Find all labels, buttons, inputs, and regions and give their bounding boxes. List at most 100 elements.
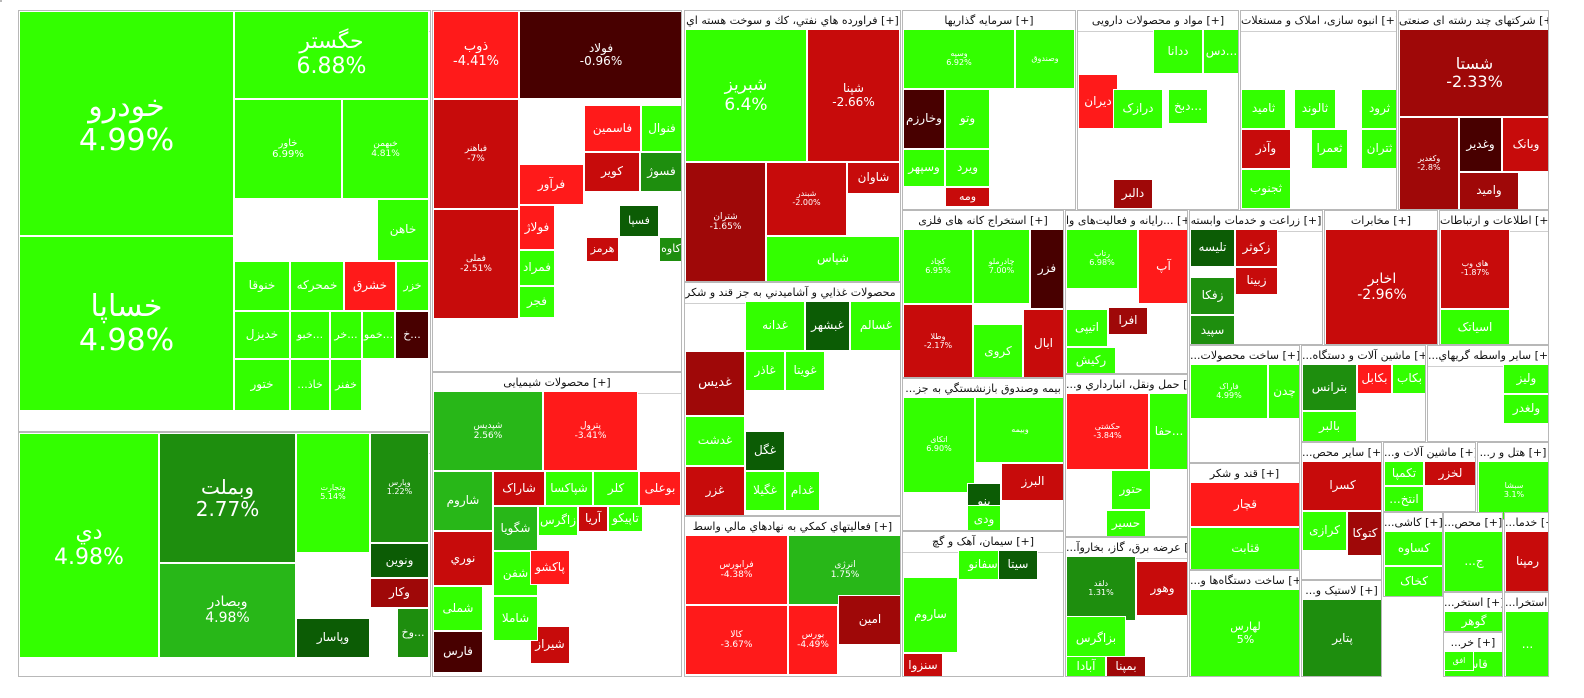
sector-title[interactable]: ...هتل و ر [+] — [1478, 443, 1548, 464]
stock-tile[interactable]: شاملا — [493, 596, 538, 641]
stock-tile[interactable]: وبصادر 4.98% — [159, 563, 296, 658]
stock-tile[interactable]: خزر — [396, 261, 429, 311]
sector-title[interactable]: فعاليتهاي كمكي به نهادهاي مالي واسط [+] — [685, 517, 900, 538]
stock-tile[interactable]: ولیز — [1503, 364, 1548, 394]
stock-tile[interactable]: قچار — [1190, 482, 1299, 527]
stock-tile[interactable]: وخ... — [397, 608, 429, 658]
stock-tile[interactable]: شملی — [433, 586, 483, 631]
stock-tile[interactable]: ثالوند — [1294, 89, 1336, 129]
stock-tile[interactable]: فاسمین — [584, 105, 641, 152]
stock-tile[interactable]: ددانا — [1153, 29, 1203, 74]
stock-tile[interactable]: اتیپی — [1066, 309, 1108, 347]
stock-tile[interactable]: زکوثر — [1235, 229, 1278, 267]
stock-tile[interactable]: کاوه — [659, 237, 681, 262]
stock-tile[interactable]: فولاژ — [519, 205, 555, 250]
stock-tile[interactable]: بورس -4.49% — [788, 605, 838, 675]
stock-tile[interactable]: شتران -1.65% — [685, 162, 766, 281]
stock-tile[interactable]: ویرد — [945, 149, 990, 187]
stock-tile[interactable]: ونوین — [370, 543, 429, 578]
stock-tile[interactable]: وبیمه — [975, 397, 1063, 463]
stock-tile[interactable]: امین — [838, 595, 900, 645]
stock-tile[interactable]: غبشهر — [805, 301, 850, 351]
stock-tile[interactable]: آپ — [1138, 229, 1187, 304]
sector-title[interactable]: ...کاشی [+] — [1384, 513, 1442, 534]
sector-title[interactable]: ...ساير واسطه گريهاي [+] — [1428, 346, 1548, 367]
stock-tile[interactable]: شاراک — [493, 471, 545, 506]
stock-tile[interactable]: غزر — [685, 466, 745, 515]
stock-tile[interactable]: خبهمن 4.81% — [342, 99, 429, 199]
stock-tile[interactable]: تکمپا — [1384, 461, 1424, 486]
stock-tile[interactable]: فسوژ — [640, 152, 681, 192]
stock-tile[interactable]: غديس — [685, 351, 745, 416]
stock-tile[interactable]: ...انتخ — [1384, 486, 1424, 511]
stock-tile[interactable]: ولغدر — [1503, 394, 1548, 424]
stock-tile[interactable]: دالبر — [1113, 179, 1153, 209]
stock-tile[interactable]: ومه — [945, 187, 990, 207]
stock-tile[interactable]: دبخ... — [1168, 89, 1208, 124]
stock-tile[interactable]: پاکشو — [530, 550, 570, 585]
stock-tile[interactable]: فمراد — [519, 250, 555, 286]
stock-tile[interactable]: ... — [1505, 611, 1548, 676]
stock-tile[interactable]: بوعلی — [639, 471, 681, 506]
stock-tile[interactable]: هرمز — [586, 237, 619, 262]
stock-tile[interactable]: اسیاتک — [1440, 309, 1510, 344]
stock-tile[interactable]: ختور — [234, 359, 290, 411]
sector-title[interactable]: ...ساخت محصولات [+] — [1190, 346, 1299, 367]
stock-tile[interactable]: حسیر — [1106, 510, 1146, 536]
stock-tile[interactable]: حتور — [1111, 470, 1151, 510]
stock-tile[interactable]: ثعمرا — [1311, 129, 1348, 169]
stock-tile[interactable]: پتایر — [1302, 599, 1381, 676]
stock-tile[interactable]: دي 4.98% — [19, 433, 159, 658]
stock-tile[interactable]: افق — [1444, 651, 1474, 671]
stock-tile[interactable]: فولاد -0.96% — [519, 11, 681, 99]
stock-tile[interactable]: بزاگرس — [1066, 616, 1126, 661]
stock-tile[interactable]: کتوکا — [1347, 511, 1381, 556]
stock-tile[interactable]: لهارس 5% — [1190, 589, 1299, 676]
stock-tile[interactable]: کرازی — [1302, 511, 1347, 551]
sector-title[interactable]: رایانه و فعالیت‌های وا... [+] — [1066, 211, 1187, 232]
stock-tile[interactable]: غدشت — [685, 416, 745, 466]
stock-tile[interactable]: وكار — [370, 578, 429, 608]
stock-tile[interactable]: شپدیس 2.56% — [433, 391, 543, 471]
stock-tile[interactable]: خر... — [330, 311, 362, 359]
stock-tile[interactable]: غگیلا — [745, 471, 785, 511]
stock-tile[interactable]: خودرو 4.99% — [19, 11, 234, 236]
stock-tile[interactable]: وهور — [1136, 561, 1187, 616]
sector-title[interactable]: مخابرات [+] — [1325, 211, 1437, 232]
stock-tile[interactable]: بکاب — [1392, 364, 1425, 394]
stock-tile[interactable]: ودی — [967, 505, 1001, 530]
stock-tile[interactable]: بترانس — [1302, 364, 1357, 411]
stock-tile[interactable]: ثجنوب — [1241, 169, 1291, 209]
stock-tile[interactable]: وآذر — [1241, 129, 1291, 169]
stock-tile[interactable]: فارس — [433, 631, 483, 673]
stock-tile[interactable]: دلقد 1.31% — [1066, 556, 1136, 621]
stock-tile[interactable]: فرابورس -4.38% — [685, 535, 788, 605]
stock-tile[interactable]: افرا — [1108, 307, 1148, 335]
stock-tile[interactable]: کساوه — [1384, 531, 1442, 566]
sector-title[interactable]: محصولات غذايي و آشاميدني به جز قند و شكر… — [685, 283, 900, 304]
stock-tile[interactable]: ثرود — [1361, 89, 1396, 129]
stock-tile[interactable]: چدن — [1268, 364, 1299, 419]
stock-tile[interactable]: چادرملو 7.00% — [973, 229, 1030, 304]
stock-tile[interactable]: بالبر — [1302, 411, 1357, 441]
stock-tile[interactable]: خنوقا — [234, 261, 290, 311]
stock-tile[interactable]: فنوال — [641, 105, 681, 152]
stock-tile[interactable]: های وب -1.87% — [1440, 229, 1510, 309]
stock-tile[interactable]: فباهنر -7% — [433, 99, 519, 209]
stock-tile[interactable]: کچاد 6.95% — [903, 229, 973, 304]
stock-tile[interactable]: خساپا 4.98% — [19, 236, 234, 411]
stock-tile[interactable]: زاگرس — [538, 506, 578, 536]
stock-tile[interactable]: ...خاذ — [290, 359, 330, 411]
stock-tile[interactable]: غاذر — [745, 351, 785, 391]
stock-tile[interactable]: خاور 6.99% — [234, 99, 342, 199]
stock-tile[interactable]: رتاپ 6.98% — [1066, 229, 1138, 289]
stock-tile[interactable]: کروی — [973, 324, 1023, 377]
stock-tile[interactable]: فجر — [519, 286, 555, 318]
stock-tile[interactable]: ثامید — [1241, 89, 1286, 129]
stock-tile[interactable]: حفا... — [1149, 393, 1187, 470]
stock-tile[interactable]: شپاکسا — [545, 471, 593, 506]
stock-tile[interactable]: فملی -2.51% — [433, 209, 519, 319]
stock-tile[interactable]: خاهن — [377, 199, 429, 261]
stock-tile[interactable]: شبریز 6.4% — [685, 29, 807, 162]
stock-tile[interactable]: سپید — [1190, 315, 1235, 344]
